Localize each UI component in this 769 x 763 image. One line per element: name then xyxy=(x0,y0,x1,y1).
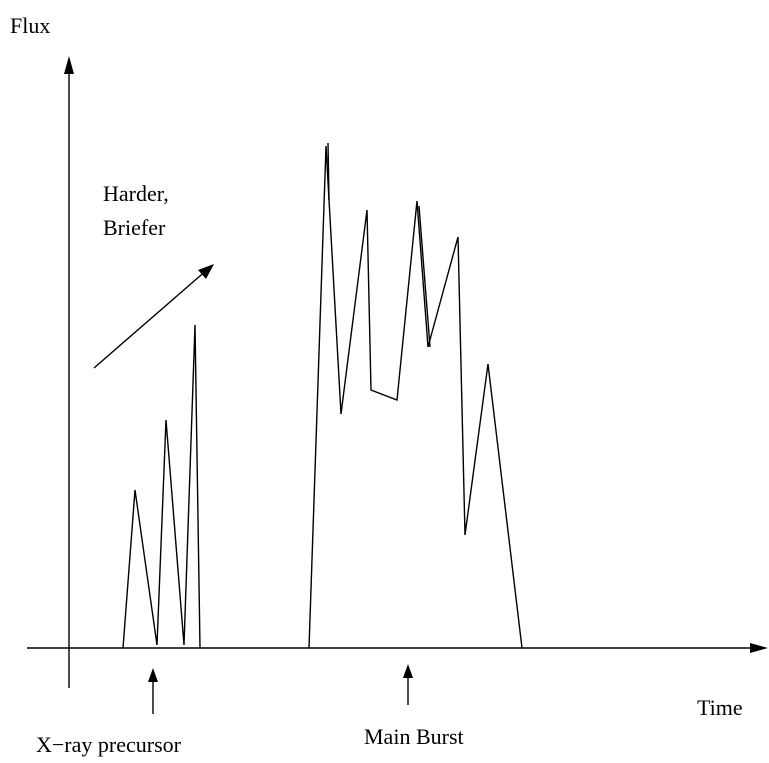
x-axis-arrowhead xyxy=(750,643,768,653)
main-burst-light-curve xyxy=(308,145,523,649)
precursor-label: X−ray precursor xyxy=(36,732,182,757)
precursor-light-curve xyxy=(122,324,201,649)
main-burst-peak2-stroke xyxy=(418,205,431,348)
y-axis-label: Flux xyxy=(10,13,50,38)
y-axis-arrowhead xyxy=(64,56,74,74)
main-burst-label: Main Burst xyxy=(364,724,464,749)
x-axis-label: Time xyxy=(697,695,743,720)
annotation-line-2: Briefer xyxy=(103,215,166,240)
trend-arrow-shaft xyxy=(93,268,209,369)
annotation-line-1: Harder, xyxy=(103,181,169,206)
main-burst-marker-head xyxy=(403,664,413,678)
precursor-marker-head xyxy=(148,668,158,682)
trend-arrow-head xyxy=(198,264,214,279)
main-burst-peak-stroke xyxy=(327,142,330,201)
